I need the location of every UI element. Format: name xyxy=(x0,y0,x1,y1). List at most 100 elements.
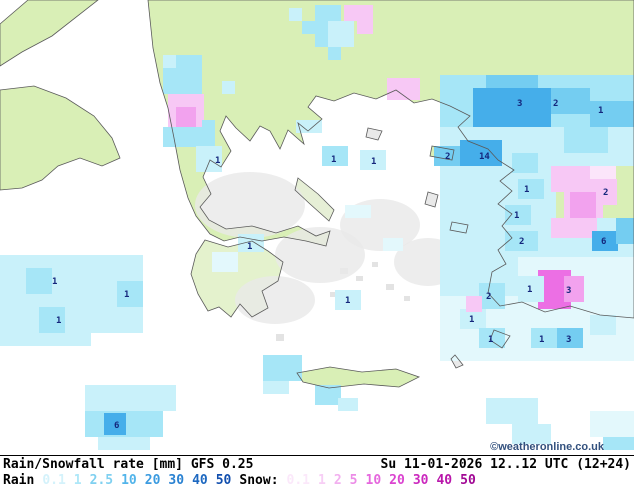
precip-value-label: 1 xyxy=(371,157,376,167)
precip-cell xyxy=(345,205,371,218)
precip-value-label: 6 xyxy=(114,421,119,431)
precip-cell xyxy=(512,153,538,173)
precip-cell xyxy=(570,192,596,218)
rain-scale-label: Rain xyxy=(3,473,35,488)
precip-cell xyxy=(315,385,341,405)
precip-cell xyxy=(590,166,616,179)
rain-scale-value: 0.1 xyxy=(42,473,66,488)
precip-value-label: 1 xyxy=(488,335,493,345)
precip-value-label: 1 xyxy=(52,277,57,287)
map-title: Rain/Snowfall rate [mm] GFS 0.25 xyxy=(3,457,254,472)
precip-cell xyxy=(466,296,482,312)
footer-legend: Rain/Snowfall rate [mm] GFS 0.25 Su 11-0… xyxy=(0,455,634,490)
precip-cell xyxy=(212,252,238,272)
precip-cell xyxy=(360,150,386,170)
precip-value-label: 2 xyxy=(519,237,524,247)
precip-cell xyxy=(486,75,538,88)
precip-cell xyxy=(26,268,52,294)
precip-cell xyxy=(551,88,590,114)
precip-cell xyxy=(460,309,486,329)
precip-cell xyxy=(479,283,505,309)
precip-cell xyxy=(238,234,264,252)
precip-cell xyxy=(505,231,538,251)
precip-value-label: 1 xyxy=(524,185,529,195)
precip-cell xyxy=(590,411,634,437)
precip-value-label: 1 xyxy=(514,211,519,221)
snow-scale-value: 20 xyxy=(389,473,405,488)
precip-cell xyxy=(505,205,531,225)
rain-scale-value: 1 xyxy=(73,473,82,488)
precip-cell xyxy=(479,328,505,348)
watermark-copyright: ©weatheronline.co.uk xyxy=(490,441,604,453)
precip-cell xyxy=(202,120,215,146)
precip-cell xyxy=(176,55,202,68)
precip-cell xyxy=(551,218,597,238)
precip-cell xyxy=(603,437,634,450)
precip-value-label: 1 xyxy=(56,316,61,326)
precip-value-label: 1 xyxy=(527,285,532,295)
rain-scale-value: 20 xyxy=(144,473,161,488)
precip-cell xyxy=(590,101,634,127)
precip-cell xyxy=(222,81,235,94)
precip-value-label: 2 xyxy=(603,188,608,198)
snow-scale-label: Snow: xyxy=(239,473,279,488)
precip-cell xyxy=(0,307,143,333)
precip-cell xyxy=(473,88,551,127)
precip-cell xyxy=(518,276,544,302)
precip-cell xyxy=(163,127,202,147)
rain-scale-value: 50 xyxy=(215,473,232,488)
precip-cell xyxy=(344,5,373,21)
weather-map: 1 1 1 1 1 1 1 1 6 2 14 3 2 1 1 1 2 6 2 2 1 3 1 1 3 1 ©weatheronli… xyxy=(0,0,634,455)
precip-cell xyxy=(564,127,608,153)
precip-cell xyxy=(196,146,222,172)
precip-cell xyxy=(328,47,341,60)
precip-value-label: 2 xyxy=(553,99,558,109)
snow-scale: 0.1 1 2 5 10 20 30 40 50 xyxy=(287,473,476,488)
rain-scale: 0.1 1 2.5 10 20 30 40 50 xyxy=(42,473,231,488)
snow-scale-value: 1 xyxy=(318,473,326,488)
precip-cell xyxy=(328,21,354,47)
precipitation-values-layer: 1 1 1 1 1 1 1 1 6 2 14 3 2 1 1 1 2 6 2 2 1 3 1 1 3 1 xyxy=(52,99,608,431)
precip-value-label: 6 xyxy=(601,237,606,247)
rain-scale-value: 40 xyxy=(192,473,208,488)
precip-cell xyxy=(338,398,358,411)
precip-cell xyxy=(263,381,289,394)
precip-cell xyxy=(104,413,126,435)
precip-cell xyxy=(460,140,502,166)
precip-cell xyxy=(383,238,403,251)
precip-value-label: 1 xyxy=(598,106,603,116)
precip-cell xyxy=(335,290,361,310)
precip-cell xyxy=(512,424,551,444)
precip-cell xyxy=(85,385,176,411)
precip-value-label: 1 xyxy=(469,315,474,325)
precip-cell xyxy=(263,355,302,381)
precip-cell xyxy=(296,120,322,133)
precip-value-label: 1 xyxy=(247,242,252,252)
precip-value-label: 1 xyxy=(331,155,336,165)
precip-value-label: 3 xyxy=(517,99,522,109)
precip-cell xyxy=(387,78,420,100)
snow-scale-value: 30 xyxy=(412,473,429,488)
precip-cell xyxy=(564,276,584,302)
precip-value-label: 1 xyxy=(215,156,220,166)
precip-cell xyxy=(486,398,538,424)
precip-value-label: 2 xyxy=(445,152,450,162)
precip-value-label: 3 xyxy=(566,286,571,296)
snow-scale-value: 10 xyxy=(365,473,382,488)
precip-value-label: 2 xyxy=(486,292,491,302)
precip-value-label: 3 xyxy=(566,335,571,345)
precip-value-label: 1 xyxy=(345,296,350,306)
precip-cell xyxy=(592,231,618,251)
precip-cell xyxy=(551,166,597,192)
precip-cell xyxy=(597,179,617,205)
precip-cell xyxy=(289,8,302,21)
map-datetime: Su 11-01-2026 12..12 UTC (12+24) xyxy=(380,457,631,472)
precip-value-label: 1 xyxy=(539,335,544,345)
precip-cell xyxy=(0,333,91,346)
precip-cell xyxy=(39,307,65,333)
precip-cell xyxy=(163,68,202,94)
precip-cell xyxy=(163,55,176,68)
precip-cell xyxy=(616,218,634,244)
precip-cell xyxy=(176,107,196,127)
